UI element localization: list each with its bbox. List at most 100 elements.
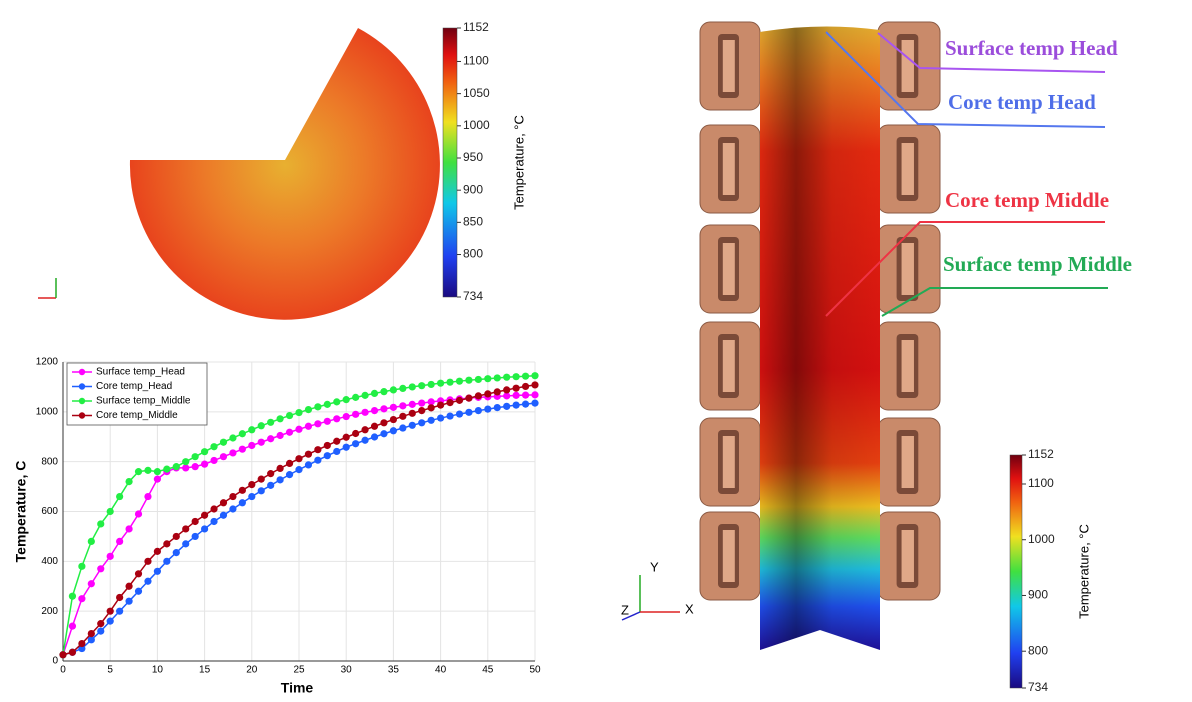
data-point <box>437 414 444 421</box>
data-point <box>409 410 416 417</box>
data-point <box>305 423 312 430</box>
data-point <box>418 382 425 389</box>
data-point <box>390 427 397 434</box>
colorbar-tick-label: 1100 <box>1028 476 1054 490</box>
data-point <box>314 457 321 464</box>
data-point <box>352 430 359 437</box>
data-point <box>97 565 104 572</box>
coil-slot-inner <box>902 340 914 392</box>
data-point <box>125 525 132 532</box>
data-point <box>201 525 208 532</box>
data-point <box>88 538 95 545</box>
data-point <box>286 471 293 478</box>
data-point <box>154 476 161 483</box>
data-point <box>125 583 132 590</box>
data-point <box>239 487 246 494</box>
data-point <box>343 396 350 403</box>
data-point <box>201 461 208 468</box>
annotation: Core temp Middle <box>945 188 1109 212</box>
data-point <box>144 578 151 585</box>
data-point <box>144 493 151 500</box>
data-point <box>277 432 284 439</box>
data-point <box>371 407 378 414</box>
data-point <box>220 499 227 506</box>
colorbar-tick-label: 850 <box>463 215 483 229</box>
colorbar-tick-label: 1050 <box>463 86 490 100</box>
data-point <box>107 618 114 625</box>
data-point <box>163 540 170 547</box>
data-point <box>163 466 170 473</box>
data-point <box>333 448 340 455</box>
data-point <box>182 458 189 465</box>
colorbar-tick-label: 900 <box>463 182 483 196</box>
data-point <box>267 435 274 442</box>
triad-label: Z <box>621 602 629 617</box>
data-point <box>390 416 397 423</box>
data-point <box>324 442 331 449</box>
data-point <box>475 376 482 383</box>
data-point <box>361 409 368 416</box>
colorbar-tick-label: 800 <box>463 247 483 261</box>
data-point <box>201 512 208 519</box>
data-point <box>399 424 406 431</box>
coil-slot-inner <box>723 143 735 195</box>
colorbar-tick-label: 1152 <box>1028 447 1054 461</box>
data-point <box>192 453 199 460</box>
x-tick-label: 25 <box>293 665 305 676</box>
data-point <box>380 419 387 426</box>
colorbar-tick-label: 800 <box>1028 643 1048 657</box>
data-point <box>494 388 501 395</box>
data-point <box>295 466 302 473</box>
axis-triad <box>622 575 680 620</box>
data-point <box>69 623 76 630</box>
y-tick-label: 1000 <box>36 406 59 417</box>
data-point <box>69 649 76 656</box>
coil-slot-inner <box>902 530 914 582</box>
data-point <box>267 419 274 426</box>
data-point <box>116 594 123 601</box>
data-point <box>286 460 293 467</box>
data-point <box>229 449 236 456</box>
data-point <box>210 457 217 464</box>
data-point <box>531 400 538 407</box>
data-point <box>229 434 236 441</box>
data-point <box>144 558 151 565</box>
colorbar-tick-label: 900 <box>1028 588 1048 602</box>
data-point <box>248 481 255 488</box>
data-point <box>277 415 284 422</box>
data-point <box>513 392 520 399</box>
x-tick-label: 40 <box>435 665 447 676</box>
data-point <box>484 375 491 382</box>
legend-marker <box>79 383 85 389</box>
x-tick-label: 30 <box>341 665 353 676</box>
x-tick-label: 20 <box>246 665 258 676</box>
data-point <box>295 455 302 462</box>
colorbar <box>1010 455 1022 688</box>
data-point <box>295 426 302 433</box>
data-point <box>522 383 529 390</box>
data-point <box>248 442 255 449</box>
data-point <box>503 403 510 410</box>
data-point <box>286 412 293 419</box>
data-point <box>418 400 425 407</box>
data-point <box>220 512 227 519</box>
colorbar-tick-label: 1100 <box>463 54 489 68</box>
data-point <box>258 439 265 446</box>
data-point <box>163 558 170 565</box>
data-point <box>314 446 321 453</box>
coil-slot-inner <box>723 340 735 392</box>
colorbar-tick-label: 1000 <box>1028 532 1055 546</box>
data-point <box>154 568 161 575</box>
data-point <box>258 422 265 429</box>
annotation: Surface temp Head <box>945 36 1118 60</box>
data-point <box>210 518 217 525</box>
data-point <box>107 553 114 560</box>
annotation: Core temp Head <box>948 90 1096 114</box>
data-point <box>333 438 340 445</box>
y-tick-label: 0 <box>52 656 58 667</box>
data-point <box>371 423 378 430</box>
data-point <box>446 412 453 419</box>
data-point <box>522 401 529 408</box>
x-tick-label: 5 <box>107 665 113 676</box>
data-point <box>277 476 284 483</box>
